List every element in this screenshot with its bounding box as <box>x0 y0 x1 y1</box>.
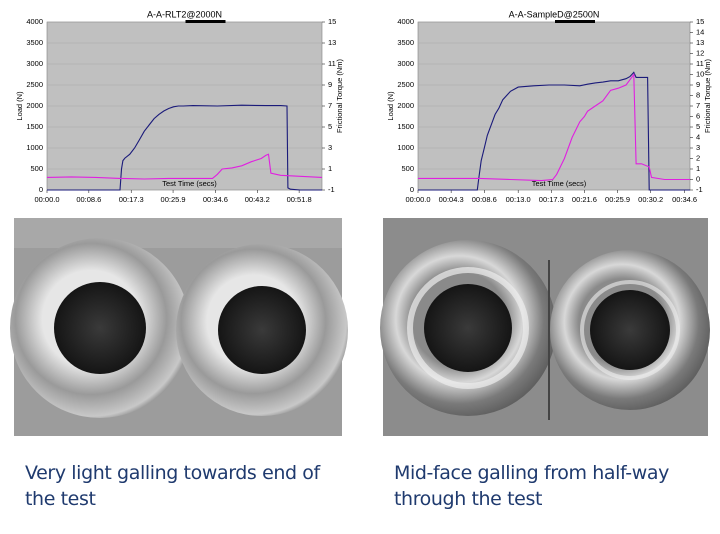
y-tick-label: 500 <box>401 164 414 173</box>
y-tick-label: 500 <box>30 164 43 173</box>
y-tick-label: 4000 <box>397 17 414 26</box>
y2-tick-label: 12 <box>696 48 704 57</box>
series-line <box>418 71 690 191</box>
y2-tick-label: 3 <box>696 143 700 152</box>
y2-tick-label: -1 <box>696 185 703 194</box>
x-tick-label: 00:17.3 <box>539 195 564 204</box>
y-tick-label: 0 <box>410 185 414 194</box>
y-tick-label: 2000 <box>397 101 414 110</box>
y2-tick-label: 7 <box>696 101 700 110</box>
y2-tick-label: 8 <box>696 90 700 99</box>
y2-tick-label: 4 <box>696 132 700 141</box>
y-axis-label: Load (N) <box>15 91 24 121</box>
x-tick-label: 00:21.6 <box>572 195 597 204</box>
y-axis-label: Load (N) <box>386 91 395 121</box>
photo-right <box>380 218 710 436</box>
y2-tick-label: 9 <box>328 80 332 89</box>
x-axis-label: Test Time (secs) <box>162 179 217 188</box>
y2-tick-label: 7 <box>328 101 332 110</box>
x-tick-label: 00:00.0 <box>405 195 430 204</box>
series-line <box>47 104 322 191</box>
caption-right: Mid-face galling from half-way through t… <box>394 462 669 510</box>
y2-tick-label: 5 <box>328 122 332 131</box>
x-tick-label: 00:00.0 <box>34 195 59 204</box>
x-tick-label: 00:34.6 <box>672 195 697 204</box>
x-tick-label: 00:17.3 <box>119 195 144 204</box>
y-tick-label: 1500 <box>397 122 414 131</box>
x-tick-label: 00:25.9 <box>605 195 630 204</box>
y2-tick-label: 13 <box>696 38 704 47</box>
y-tick-label: 1500 <box>26 122 43 131</box>
y-tick-label: 3500 <box>26 38 43 47</box>
y-tick-label: 1000 <box>26 143 43 152</box>
y2-tick-label: 5 <box>696 122 700 131</box>
y-tick-label: 3500 <box>397 38 414 47</box>
y2-tick-label: 14 <box>696 27 704 36</box>
photo-left <box>10 218 348 436</box>
chart-title: A-A-SampleD@2500N <box>509 9 600 19</box>
y2-tick-label: 15 <box>328 17 336 26</box>
y2-tick-label: 11 <box>328 59 336 68</box>
redaction-bar <box>555 20 595 23</box>
x-tick-label: 00:13.0 <box>506 195 531 204</box>
redaction-bar <box>185 20 226 23</box>
y2-axis-label: Frictional Torque (Nm) <box>703 58 712 133</box>
series-line <box>418 72 690 182</box>
y-tick-label: 3000 <box>397 59 414 68</box>
caption-left: Very light galling towards end of the te… <box>25 462 320 510</box>
y2-tick-label: 3 <box>328 143 332 152</box>
y2-tick-label: 9 <box>696 80 700 89</box>
y2-tick-label: 10 <box>696 69 704 78</box>
x-tick-label: 00:08.6 <box>76 195 101 204</box>
series-line <box>46 153 323 180</box>
y2-tick-label: 1 <box>328 164 332 173</box>
x-tick-label: 00:30.2 <box>638 195 663 204</box>
y2-tick-label: 13 <box>328 38 336 47</box>
y2-tick-label: 2 <box>696 153 700 162</box>
y-tick-label: 4000 <box>26 17 43 26</box>
x-tick-label: 00:25.9 <box>161 195 186 204</box>
chart-title: A-A-RLT2@2000N <box>147 9 222 19</box>
x-tick-label: 00:51.8 <box>287 195 312 204</box>
y2-axis-label: Frictional Torque (Nm) <box>335 58 344 133</box>
y2-tick-label: -1 <box>328 185 335 194</box>
y-tick-label: 2500 <box>397 80 414 89</box>
y2-tick-label: 0 <box>696 174 700 183</box>
y-tick-label: 3000 <box>26 59 43 68</box>
y-tick-label: 1000 <box>397 143 414 152</box>
x-tick-label: 00:04.3 <box>439 195 464 204</box>
x-tick-label: 00:43.2 <box>245 195 270 204</box>
y-tick-label: 2000 <box>26 101 43 110</box>
y2-tick-label: 1 <box>696 164 700 173</box>
y2-tick-label: 15 <box>696 17 704 26</box>
x-tick-label: 00:34.6 <box>203 195 228 204</box>
y2-tick-label: 6 <box>696 111 700 120</box>
y-tick-label: 0 <box>39 185 43 194</box>
x-tick-label: 00:08.6 <box>472 195 497 204</box>
y-tick-label: 2500 <box>26 80 43 89</box>
y2-tick-label: 11 <box>696 59 704 68</box>
x-axis-label: Test Time (secs) <box>532 179 587 188</box>
